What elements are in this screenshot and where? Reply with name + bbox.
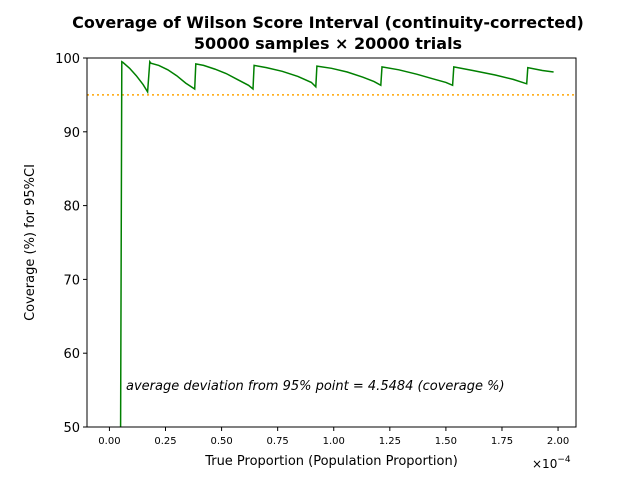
x-tick-label: 0.50 bbox=[210, 436, 232, 447]
chart-subtitle: 50000 samples × 20000 trials bbox=[194, 34, 462, 53]
x-tick-label: 1.25 bbox=[379, 436, 401, 447]
series-group bbox=[119, 59, 554, 428]
y-tick-label: 100 bbox=[55, 52, 80, 67]
x-tick-label: 1.75 bbox=[491, 436, 513, 447]
x-axis-scale-offset: ×10−4 bbox=[532, 455, 571, 471]
x-axis-label: True Proportion (Population Proportion) bbox=[204, 454, 458, 469]
annotation-text: average deviation from 95% point = 4.548… bbox=[126, 379, 505, 394]
x-scale-exponent: −4 bbox=[557, 455, 571, 465]
y-tick-label: 70 bbox=[63, 273, 80, 288]
y-axis: 50 60 70 80 90 100 bbox=[55, 52, 87, 436]
y-tick-label: 90 bbox=[63, 126, 80, 141]
x-tick-label: 0.75 bbox=[267, 436, 289, 447]
x-axis: 0.00 0.25 0.50 0.75 1.00 1.25 1.50 1.75 2.00 bbox=[98, 427, 569, 447]
y-tick-label: 50 bbox=[63, 421, 80, 436]
x-tick-label: 0.00 bbox=[98, 436, 120, 447]
y-tick-label: 80 bbox=[63, 200, 80, 215]
chart-title: Coverage of Wilson Score Interval (conti… bbox=[72, 13, 584, 32]
y-tick-label: 60 bbox=[63, 347, 80, 362]
x-tick-label: 0.25 bbox=[154, 436, 176, 447]
y-axis-label: Coverage (%) for 95%CI bbox=[23, 164, 38, 321]
x-tick-label: 1.50 bbox=[435, 436, 457, 447]
x-tick-label: 1.00 bbox=[323, 436, 345, 447]
x-scale-base: ×10 bbox=[532, 457, 557, 471]
series-line-0 bbox=[119, 59, 554, 428]
x-tick-label: 2.00 bbox=[547, 436, 569, 447]
plot-frame bbox=[86, 57, 577, 428]
plot-area: average deviation from 95% point = 4.548… bbox=[86, 57, 577, 428]
